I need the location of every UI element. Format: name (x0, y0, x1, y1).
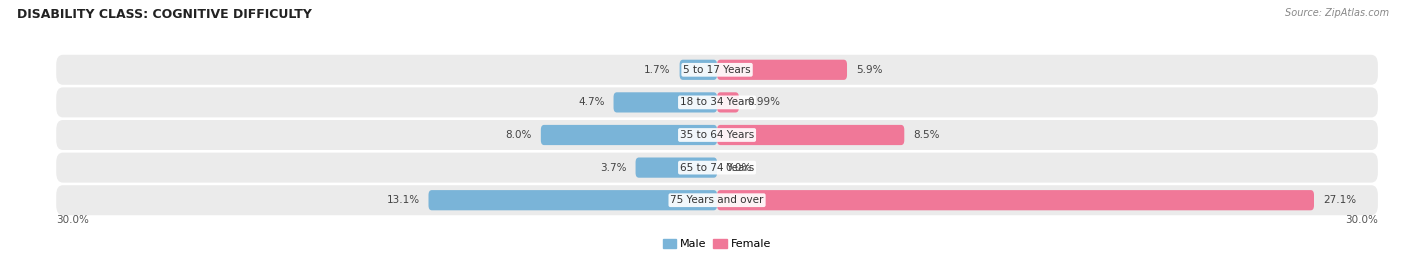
FancyBboxPatch shape (56, 55, 1378, 85)
FancyBboxPatch shape (429, 190, 717, 210)
FancyBboxPatch shape (679, 60, 717, 80)
Text: 30.0%: 30.0% (56, 215, 89, 225)
Text: 5 to 17 Years: 5 to 17 Years (683, 65, 751, 75)
FancyBboxPatch shape (56, 185, 1378, 215)
FancyBboxPatch shape (717, 60, 846, 80)
Legend: Male, Female: Male, Female (658, 235, 776, 254)
Text: 65 to 74 Years: 65 to 74 Years (681, 163, 754, 173)
Text: 8.5%: 8.5% (912, 130, 939, 140)
Text: 4.7%: 4.7% (578, 97, 605, 107)
Text: 8.0%: 8.0% (506, 130, 531, 140)
FancyBboxPatch shape (717, 92, 740, 113)
FancyBboxPatch shape (613, 92, 717, 113)
Text: 27.1%: 27.1% (1323, 195, 1355, 205)
Text: 30.0%: 30.0% (1346, 215, 1378, 225)
Text: 0.99%: 0.99% (748, 97, 780, 107)
FancyBboxPatch shape (717, 125, 904, 145)
FancyBboxPatch shape (541, 125, 717, 145)
Text: 35 to 64 Years: 35 to 64 Years (681, 130, 754, 140)
Text: Source: ZipAtlas.com: Source: ZipAtlas.com (1285, 8, 1389, 18)
FancyBboxPatch shape (56, 87, 1378, 117)
Text: 13.1%: 13.1% (387, 195, 419, 205)
Text: 0.0%: 0.0% (725, 163, 752, 173)
FancyBboxPatch shape (56, 153, 1378, 183)
FancyBboxPatch shape (717, 190, 1315, 210)
Text: 5.9%: 5.9% (856, 65, 883, 75)
FancyBboxPatch shape (636, 157, 717, 178)
Text: 1.7%: 1.7% (644, 65, 671, 75)
Text: DISABILITY CLASS: COGNITIVE DIFFICULTY: DISABILITY CLASS: COGNITIVE DIFFICULTY (17, 8, 312, 21)
Text: 75 Years and over: 75 Years and over (671, 195, 763, 205)
FancyBboxPatch shape (56, 120, 1378, 150)
Text: 18 to 34 Years: 18 to 34 Years (681, 97, 754, 107)
Text: 3.7%: 3.7% (600, 163, 627, 173)
